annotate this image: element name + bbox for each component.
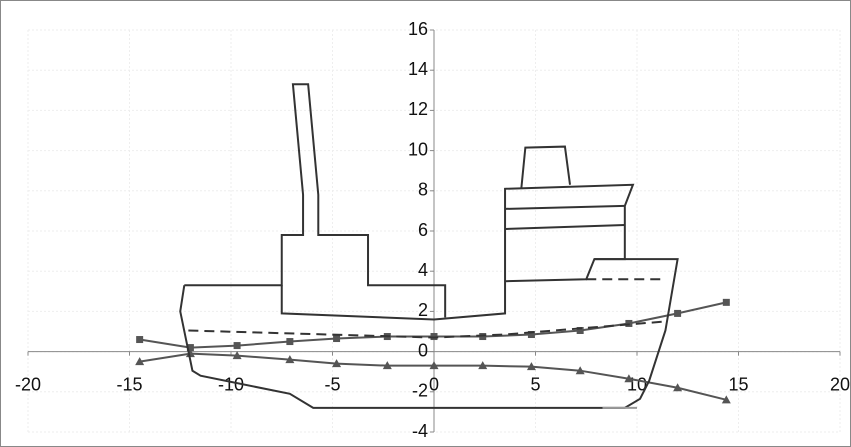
marker xyxy=(721,395,731,404)
x-tick-label: -5 xyxy=(324,374,340,394)
marker xyxy=(233,342,241,350)
marker xyxy=(429,361,439,370)
marker xyxy=(135,357,145,366)
outline-line xyxy=(280,183,635,321)
outline-line xyxy=(505,204,625,210)
x-tick-label: -10 xyxy=(218,374,244,394)
x-tick-label: 20 xyxy=(830,374,850,394)
y-tick-label: 2 xyxy=(418,300,428,320)
y-tick-label: 14 xyxy=(408,59,428,79)
y-tick-label: 12 xyxy=(408,99,428,119)
marker xyxy=(673,383,683,392)
x-tick-label: 15 xyxy=(728,374,748,394)
marker xyxy=(382,361,392,370)
y-tick-label: 8 xyxy=(418,180,428,200)
marker xyxy=(286,338,294,346)
x-tick-label: -20 xyxy=(15,374,41,394)
marker xyxy=(186,344,194,352)
y-tick-label: 0 xyxy=(418,340,428,360)
y-tick-label: -4 xyxy=(412,421,428,441)
marker xyxy=(674,309,682,317)
y-tick-label: -2 xyxy=(412,381,428,401)
outline-line xyxy=(184,83,447,318)
y-tick-label: 16 xyxy=(408,19,428,39)
marker xyxy=(526,362,536,371)
outline-line xyxy=(179,258,679,409)
marker xyxy=(527,331,535,339)
y-tick-label: 6 xyxy=(418,220,428,240)
y-tick-label: 4 xyxy=(418,260,428,280)
marker xyxy=(624,374,634,383)
marker xyxy=(136,336,144,344)
marker xyxy=(232,351,242,360)
marker xyxy=(575,366,585,375)
marker xyxy=(430,333,438,341)
marker xyxy=(185,349,195,358)
marker xyxy=(479,333,487,341)
marker xyxy=(478,361,488,370)
x-tick-label: 0 xyxy=(429,374,439,394)
outline-line xyxy=(520,145,572,189)
outline-line xyxy=(505,223,625,230)
marker xyxy=(722,298,730,306)
marker xyxy=(576,326,584,334)
y-tick-label: 10 xyxy=(408,139,428,159)
x-tick-label: -15 xyxy=(116,374,142,394)
outline-line xyxy=(188,320,666,339)
marker xyxy=(285,355,295,364)
marker xyxy=(333,335,341,343)
marker xyxy=(332,359,342,368)
x-tick-label: 5 xyxy=(530,374,540,394)
